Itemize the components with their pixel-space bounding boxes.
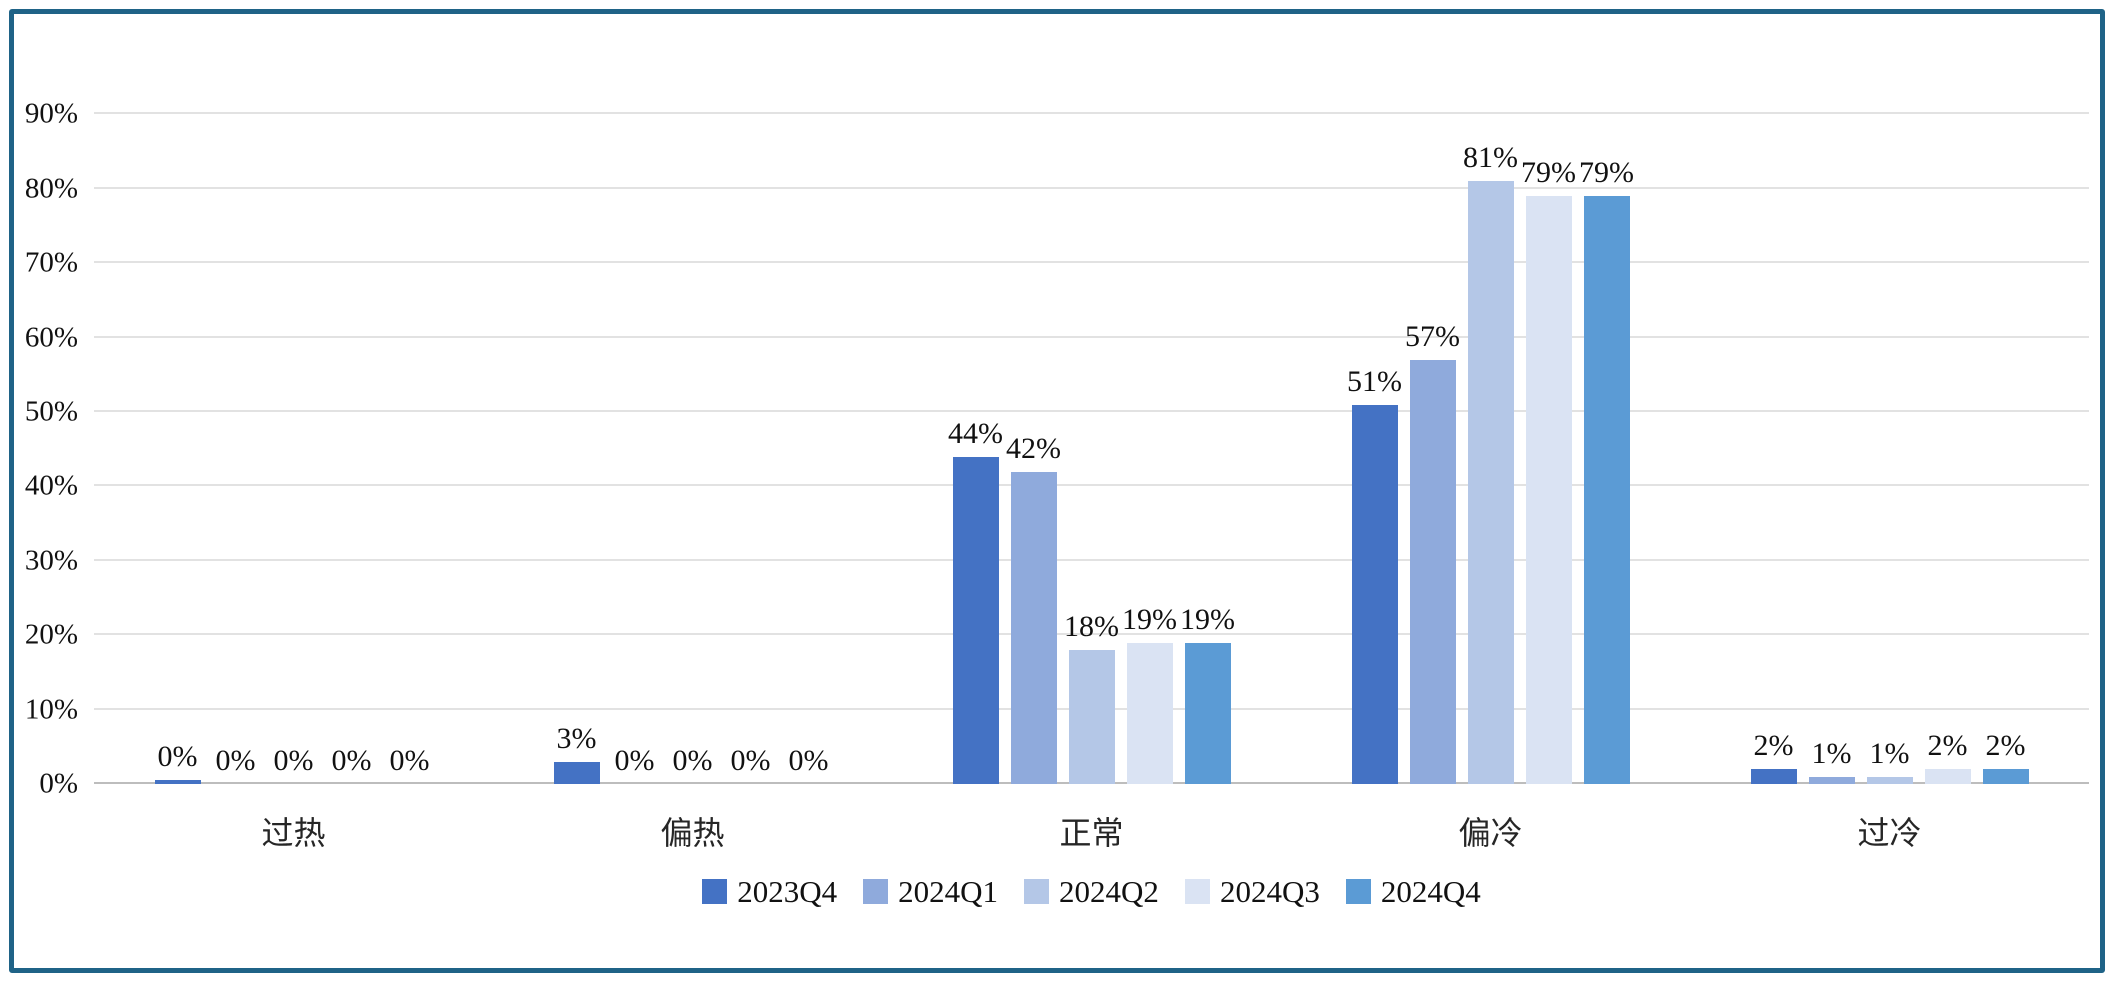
- gridline: [94, 633, 2089, 635]
- category-label-3: 正常: [1059, 815, 1124, 851]
- bar-2023Q4-过冷: [1750, 769, 1797, 784]
- bar-2024Q3-正常: [1126, 642, 1173, 784]
- bar-value-label: 0%: [788, 744, 829, 777]
- bar-value-label: 2%: [1927, 729, 1968, 763]
- chart-frame-border: 0% 10% 20% 30% 40% 50% 60% 70% 80% 90% 0% 0% 0% 0% 0%…: [9, 9, 2105, 973]
- y-tick-label: 70%: [24, 246, 78, 279]
- bar-2024Q4-正常: [1184, 642, 1231, 784]
- bar-2023Q4-过热: [154, 780, 201, 784]
- bar-2023Q4-正常: [952, 456, 999, 784]
- legend-item-2024Q2: 2024Q2: [1024, 876, 1159, 907]
- gridline: [94, 261, 2089, 263]
- gridline: [94, 410, 2089, 412]
- legend-swatch: [702, 879, 728, 904]
- bar-value-label: 3%: [556, 721, 597, 755]
- gridline: [94, 336, 2089, 338]
- bar-2023Q4-偏冷: [1351, 404, 1398, 784]
- legend-item-2024Q4: 2024Q4: [1345, 874, 1481, 909]
- bar-value-label: 79%: [1521, 156, 1576, 190]
- legend-swatch: [1184, 879, 1210, 904]
- bar-value-label: 19%: [1122, 602, 1177, 636]
- y-tick-label: 50%: [24, 395, 78, 428]
- bar-value-label: 2%: [1753, 729, 1794, 763]
- bar-value-label: 0%: [672, 744, 713, 777]
- category-label-2: 偏热: [660, 815, 725, 851]
- y-tick-label: 0%: [39, 767, 78, 800]
- category-label-5: 过冷: [1857, 815, 1922, 851]
- bar-value-label: 0%: [157, 740, 198, 774]
- legend-label: 2024Q1: [898, 874, 999, 909]
- bar-value-label: 0%: [730, 744, 771, 777]
- gridline: [94, 112, 2089, 114]
- category-label-1: 过热: [261, 815, 326, 851]
- y-tick-label: 40%: [24, 469, 78, 502]
- y-tick-label: 60%: [24, 321, 78, 354]
- bar-value-label: 42%: [1006, 431, 1061, 465]
- category-label-4: 偏冷: [1458, 815, 1523, 851]
- bar-value-label: 0%: [389, 744, 430, 777]
- bar-value-label: 81%: [1463, 141, 1518, 175]
- bar-2024Q3-偏冷: [1525, 196, 1572, 784]
- bar-value-label: 18%: [1064, 610, 1119, 644]
- bar-2024Q2-正常: [1068, 650, 1115, 784]
- gridline: [94, 187, 2089, 189]
- bar-value-label: 79%: [1579, 156, 1634, 190]
- bar-2024Q4-过冷: [1982, 769, 2029, 784]
- bar-value-label: 0%: [614, 744, 655, 777]
- legend-swatch: [1024, 879, 1050, 904]
- bar-value-label: 0%: [331, 744, 372, 777]
- legend-label: 2024Q2: [1059, 874, 1159, 909]
- legend-item-2023Q4: 2023Q4: [702, 876, 837, 907]
- plot-area: 0% 10% 20% 30% 40% 50% 60% 70% 80% 90% 0% 0% 0% 0% 0%…: [25, 14, 2089, 800]
- bar-2024Q3-过冷: [1924, 769, 1971, 784]
- gridline: [94, 484, 2089, 486]
- legend-label: 2024Q3: [1219, 874, 1320, 909]
- gridline: [94, 559, 2089, 561]
- legend-swatch: [863, 879, 889, 904]
- y-tick-label: 80%: [24, 172, 78, 205]
- bar-value-label: 1%: [1869, 736, 1910, 770]
- legend-swatch: [1345, 879, 1371, 904]
- bar-value-label: 57%: [1405, 319, 1460, 353]
- legend: 2023Q4 2024Q1 2024Q2 2024Q3 2024Q4: [94, 876, 2089, 907]
- bar-2024Q1-正常: [1010, 471, 1057, 784]
- bar-value-label: 2%: [1985, 729, 2026, 763]
- legend-label: 2024Q4: [1380, 874, 1481, 909]
- bar-value-label: 1%: [1811, 736, 1852, 770]
- y-tick-label: 30%: [24, 544, 78, 577]
- bar-2024Q4-偏冷: [1583, 196, 1630, 784]
- bar-value-label: 44%: [948, 416, 1003, 450]
- bar-2024Q2-过冷: [1866, 776, 1913, 784]
- bar-2023Q4-偏热: [553, 761, 600, 784]
- bar-2024Q2-偏冷: [1467, 181, 1514, 784]
- bar-value-label: 0%: [215, 744, 256, 777]
- bar-value-label: 19%: [1180, 602, 1235, 636]
- y-tick-label: 90%: [24, 97, 78, 130]
- bar-value-label: 0%: [273, 744, 314, 777]
- bar-2024Q1-过冷: [1808, 776, 1855, 784]
- y-tick-label: 20%: [24, 618, 78, 651]
- legend-item-2024Q1: 2024Q1: [863, 876, 998, 907]
- y-tick-label: 10%: [24, 693, 78, 726]
- legend-item-2024Q3: 2024Q3: [1184, 874, 1320, 909]
- bar-2024Q1-偏冷: [1409, 359, 1456, 784]
- bar-value-label: 51%: [1347, 364, 1402, 398]
- legend-label: 2023Q4: [737, 874, 838, 909]
